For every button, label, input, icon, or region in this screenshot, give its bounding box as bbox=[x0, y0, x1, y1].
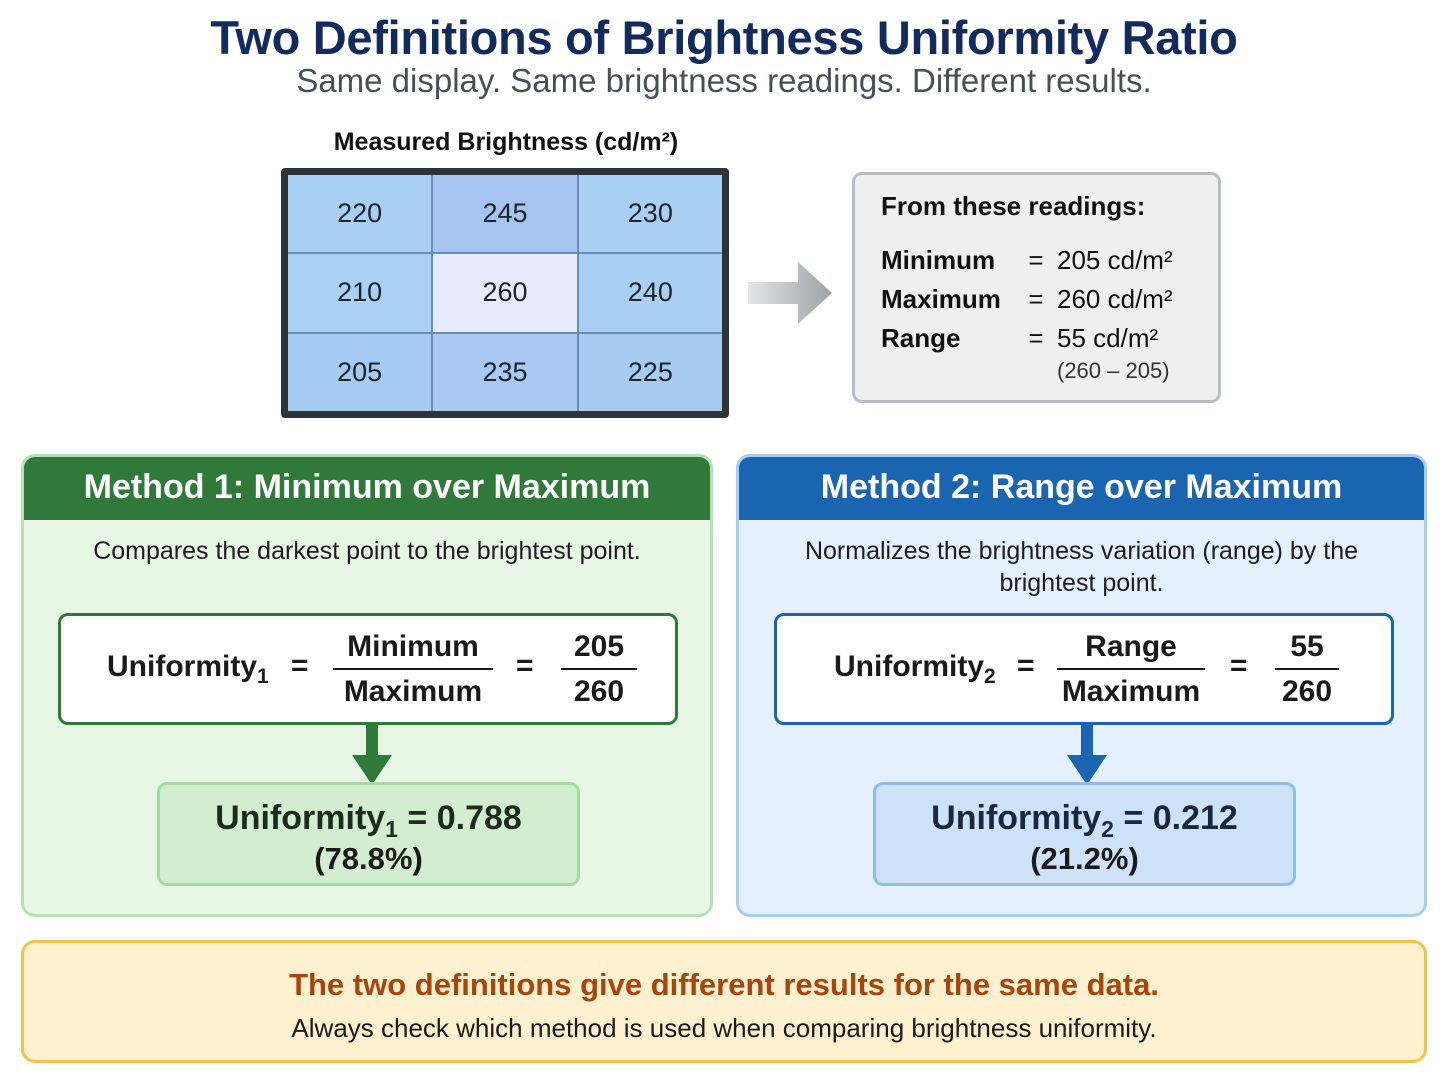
value-denominator: 260 bbox=[1281, 675, 1333, 708]
method1-panel: Method 1: Minimum over Maximum Compares … bbox=[21, 454, 713, 917]
formula-values: 55 260 bbox=[1275, 626, 1339, 714]
method2-title: Method 2: Range over Maximum bbox=[739, 457, 1424, 520]
formula-values: 205 260 bbox=[561, 626, 637, 714]
grid-cell: 235 bbox=[433, 333, 577, 411]
page-subtitle: Same display. Same brightness readings. … bbox=[296, 62, 1152, 99]
value-numerator: 55 bbox=[1290, 630, 1324, 663]
fraction-numerator: Minimum bbox=[347, 630, 479, 663]
fraction-denominator: Maximum bbox=[343, 675, 483, 708]
formula-lhs: Uniformity1 bbox=[107, 650, 269, 688]
grid-cell: 230 bbox=[578, 175, 722, 253]
reading-value: 260 cd/m² bbox=[1057, 284, 1173, 314]
method2-formula: Uniformity2 = Range Maximum = 55 260 bbox=[774, 613, 1394, 725]
reading-equals: = bbox=[1028, 284, 1044, 314]
fraction-bar bbox=[561, 668, 637, 670]
grid-caption: Measured Brightness (cd/m²) bbox=[333, 128, 679, 156]
method1-formula: Uniformity1 = Minimum Maximum = 205 260 bbox=[58, 613, 678, 725]
fraction-bar bbox=[1057, 668, 1205, 670]
fraction-bar bbox=[333, 668, 493, 670]
note-headline: The two definitions give different resul… bbox=[289, 967, 1159, 1002]
method1-result: Uniformity1 = 0.788 (78.8%) bbox=[157, 782, 580, 886]
readings-box: From these readings: Minimum = 205 cd/m²… bbox=[852, 172, 1221, 403]
result-percent: (78.8%) bbox=[314, 841, 423, 876]
reading-equals: = bbox=[1028, 245, 1044, 275]
method1-description: Compares the darkest point to the bright… bbox=[93, 537, 641, 565]
formula-fraction: Range Maximum bbox=[1057, 626, 1205, 714]
arrow-right-icon bbox=[748, 262, 832, 324]
formula-fraction: Minimum Maximum bbox=[333, 626, 493, 714]
arrow-down-icon bbox=[352, 723, 392, 785]
reading-value: 55 cd/m² bbox=[1057, 323, 1159, 353]
brightness-grid: 220 245 230 210 260 240 205 235 225 bbox=[281, 168, 729, 418]
note-detail: Always check which method is used when c… bbox=[291, 1013, 1157, 1043]
result-percent: (21.2%) bbox=[1030, 841, 1139, 876]
grid-cell: 260 bbox=[433, 254, 577, 332]
formula-equals: = bbox=[1230, 649, 1248, 682]
grid-cell: 210 bbox=[288, 254, 432, 332]
reading-equals: = bbox=[1028, 323, 1044, 353]
grid-cell: 240 bbox=[578, 254, 722, 332]
grid-cell: 225 bbox=[578, 333, 722, 411]
grid-cell: 245 bbox=[433, 175, 577, 253]
formula-lhs: Uniformity2 bbox=[834, 650, 996, 688]
formula-equals: = bbox=[1017, 649, 1035, 682]
reading-value: 205 cd/m² bbox=[1057, 245, 1173, 275]
formula-equals: = bbox=[291, 649, 309, 682]
value-denominator: 260 bbox=[573, 675, 625, 708]
method1-title: Method 1: Minimum over Maximum bbox=[24, 457, 710, 520]
page-title: Two Definitions of Brightness Uniformity… bbox=[210, 11, 1238, 64]
fraction-denominator: Maximum bbox=[1061, 675, 1201, 708]
reading-label: Maximum bbox=[881, 284, 1001, 314]
readings-title: From these readings: bbox=[881, 191, 1146, 221]
fraction-numerator: Range bbox=[1085, 630, 1177, 663]
grid-cell: 205 bbox=[288, 333, 432, 411]
formula-equals: = bbox=[516, 649, 534, 682]
value-numerator: 205 bbox=[573, 630, 625, 663]
reading-label: Range bbox=[881, 323, 961, 353]
method2-result: Uniformity2 = 0.212 (21.2%) bbox=[873, 782, 1296, 886]
result-value: Uniformity1 = 0.788 bbox=[215, 799, 522, 842]
result-value: Uniformity2 = 0.212 bbox=[931, 799, 1238, 842]
range-note: (260 – 205) bbox=[1057, 358, 1170, 383]
conclusion-note: The two definitions give different resul… bbox=[21, 940, 1427, 1063]
reading-label: Minimum bbox=[881, 245, 996, 275]
fraction-bar bbox=[1275, 668, 1339, 670]
grid-cell: 220 bbox=[288, 175, 432, 253]
method2-description: Normalizes the brightness variation (ran… bbox=[804, 537, 1359, 597]
method2-panel: Method 2: Range over Maximum Normalizes … bbox=[736, 454, 1427, 917]
arrow-down-icon bbox=[1067, 723, 1107, 785]
